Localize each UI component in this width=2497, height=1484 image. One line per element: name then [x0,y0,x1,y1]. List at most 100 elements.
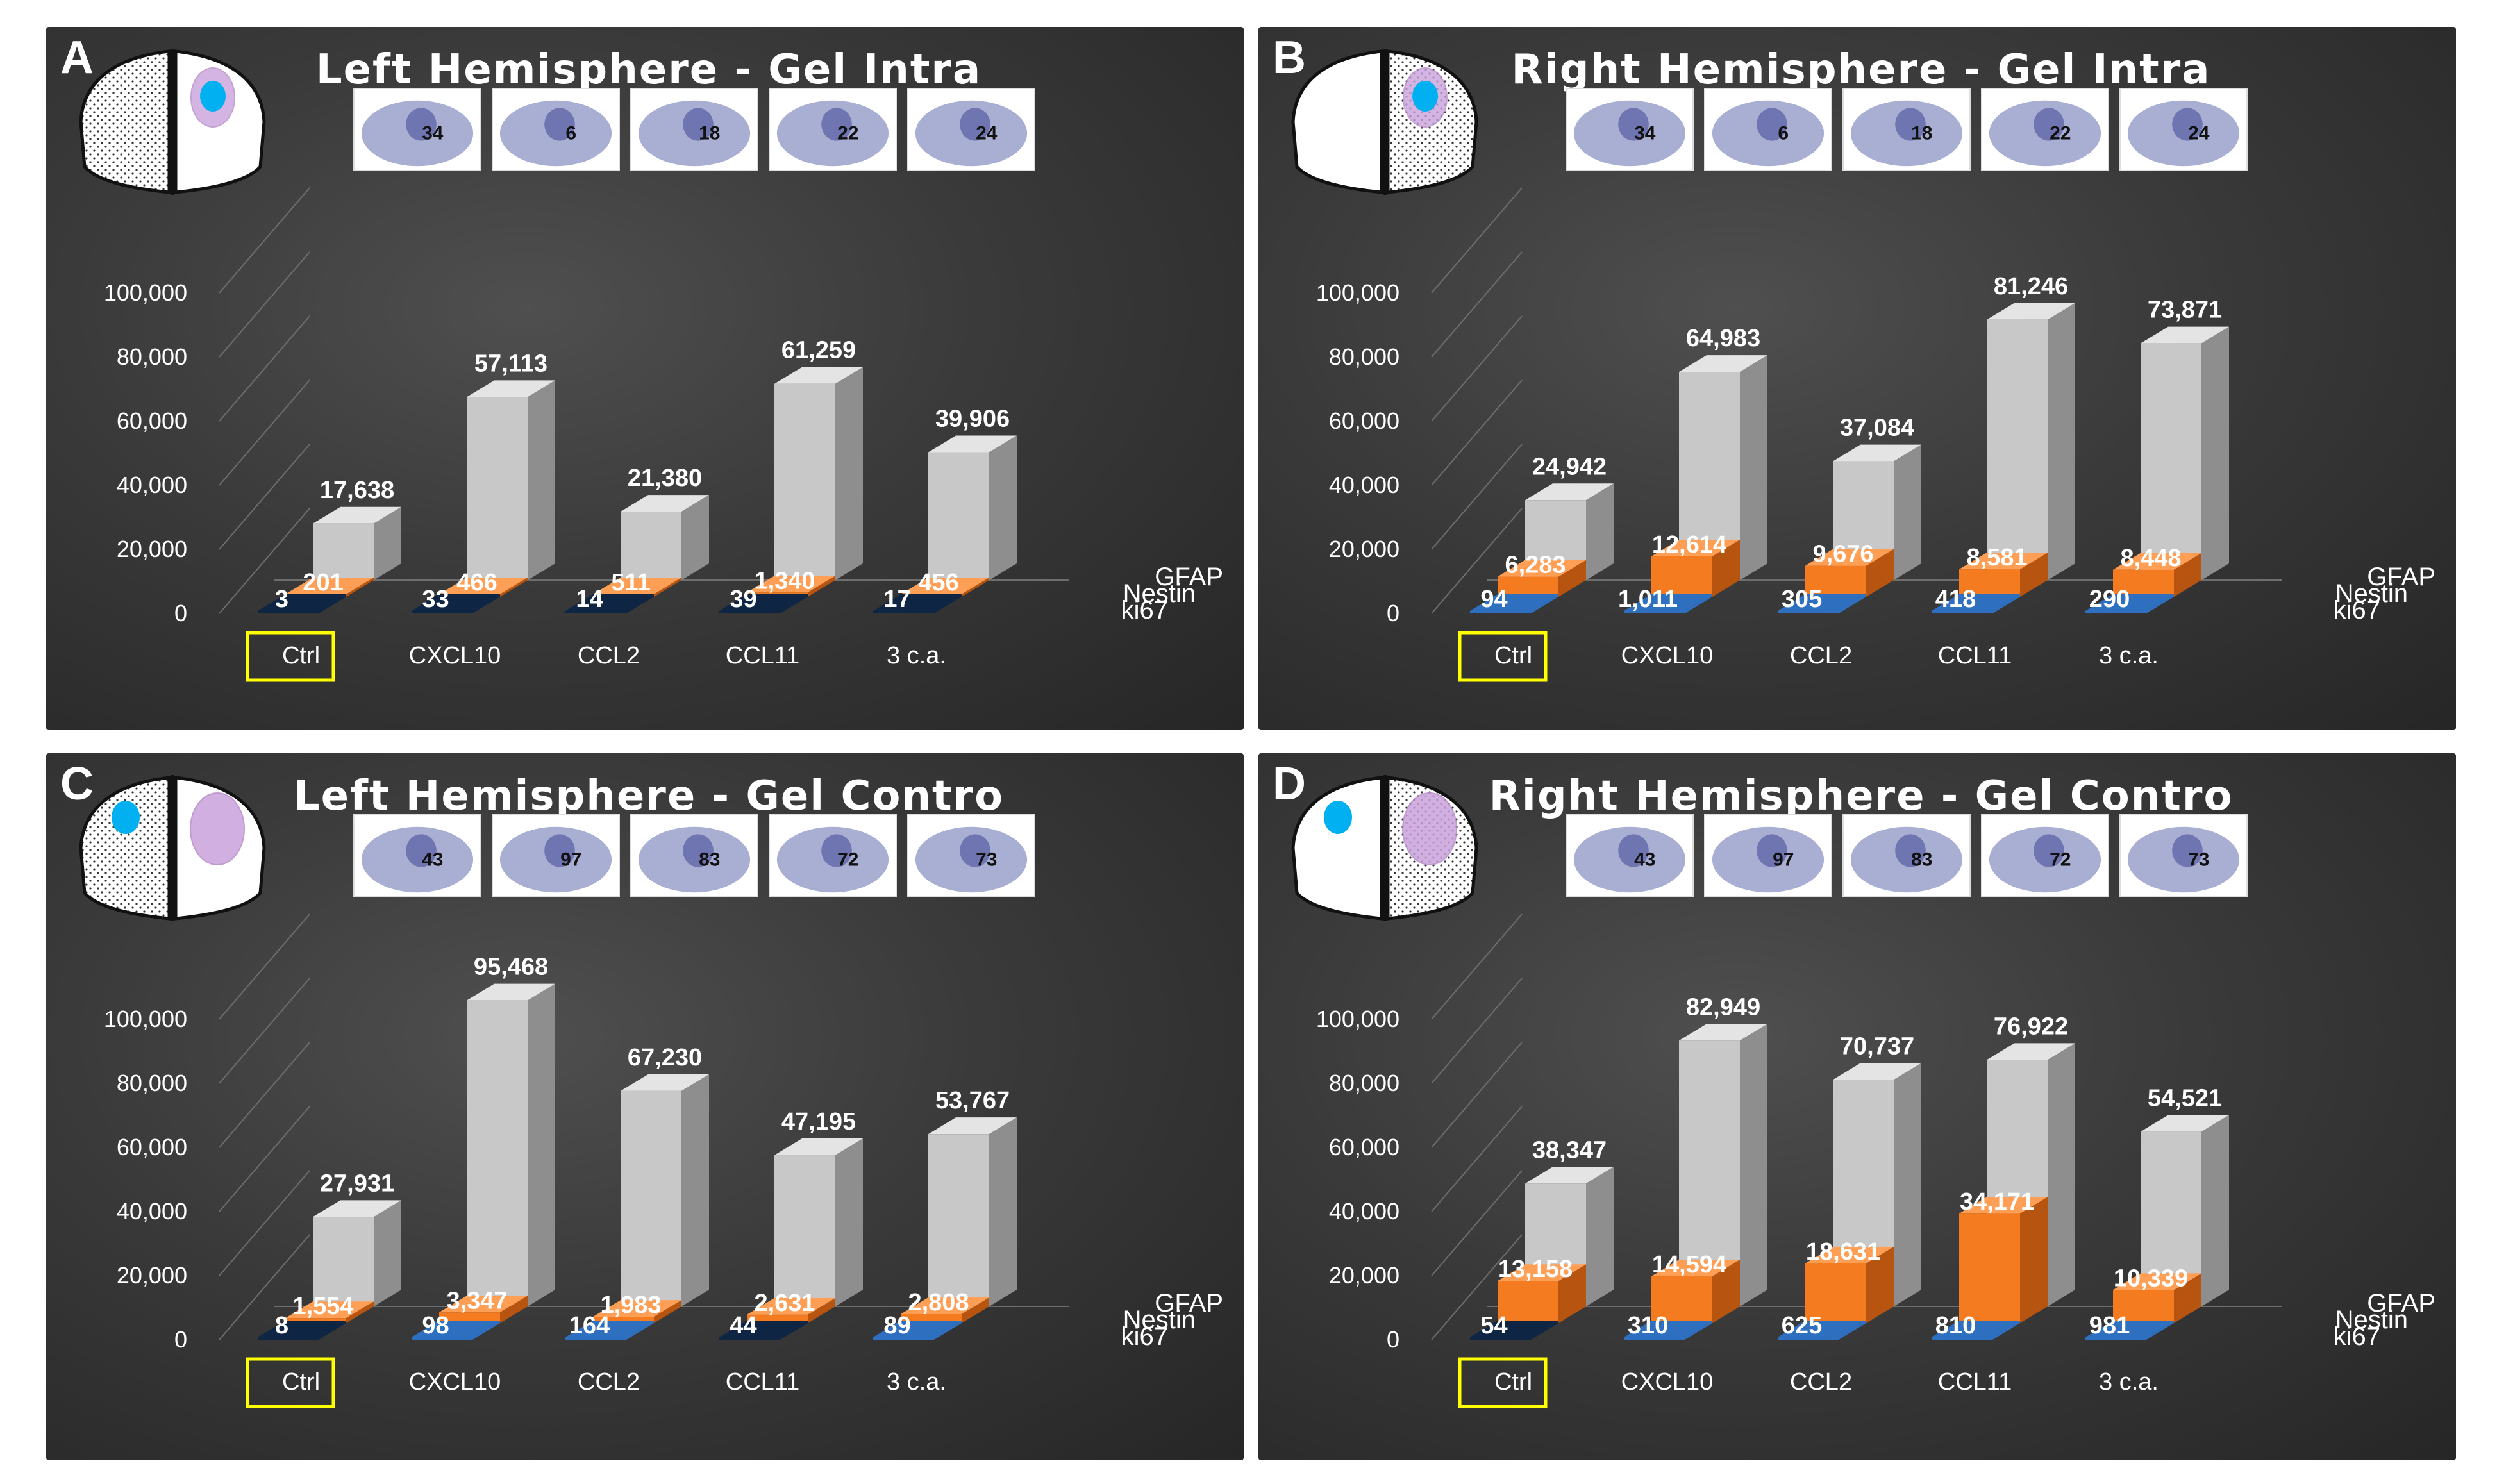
gfap-bar-side [1586,1167,1614,1306]
ki67-bar-front [1624,611,1685,613]
ki67-bar-side [2146,1321,2174,1340]
ki67-bar-front [258,611,319,613]
ki67-bar-side [780,594,808,613]
nestin-bar-front [2113,1290,2174,1323]
nestin-bar-side [1558,1264,1586,1323]
panel-d: 0 20,000 40,000 60,000 80,000 100,000 Right He… [1258,753,2456,1460]
section-lesion [683,108,714,141]
nestin-bar-side [1558,560,1586,597]
x-category-label: 3 c.a. [887,1369,946,1396]
ki67-bar-front [873,611,934,613]
y-tick-label: 20,000 [1329,1262,1399,1288]
gfap-bar-top [1525,1167,1614,1184]
ki67-bar [1778,594,1866,613]
thumbnail-number: 24 [2188,122,2210,144]
chart-title: Left Hemisphere - Gel Intra [316,46,981,94]
section-lesion [960,834,990,867]
x-category-label: CXCL10 [1621,642,1714,669]
ki67-bar-front [719,611,780,613]
gfap-data-label: 39,906 [935,405,1010,432]
series-label-gfap: GFAP [1155,1289,1223,1317]
nestin-bar-top [1498,1264,1586,1281]
nestin-data-label: 1,554 [292,1293,353,1320]
ki67-bar [873,594,962,613]
nestin-bar-side [1712,1260,1740,1323]
wall-gridline [219,508,310,614]
nestin-bar-side [2020,553,2048,597]
wall-gridline [219,978,310,1084]
series-label-gfap: GFAP [1155,563,1223,591]
nestin-bar [439,1296,528,1323]
ki67-data-label: 418 [1935,586,1976,613]
wall-gridline [1431,978,1523,1084]
gfap-data-label: 37,084 [1840,415,1914,442]
brain-schematic [79,775,266,921]
nestin-bar-side [346,578,374,597]
gfap-bar-side [1740,1024,1767,1306]
nestin-bar-front [1805,1263,1866,1323]
gfap-bar-front [621,512,681,580]
injection-dot [112,801,140,834]
ki67-bar [258,1321,346,1340]
wall-gridline [219,1042,310,1148]
nestin-bar [1805,549,1894,597]
nestin-bar-side [500,1296,528,1323]
nestin-bar-top [285,1301,374,1319]
ctrl-highlight-box [1458,1357,1548,1408]
y-tick-label: 100,000 [1316,279,1399,306]
nestin-data-label: 9,676 [1812,541,1873,568]
wall-gridline [219,315,310,422]
ki67-bar-side [472,1321,500,1340]
ki67-bar-front [1932,1337,1992,1340]
nestin-bar-front [1498,576,1558,597]
ki67-bar-front [258,1337,319,1340]
ki67-bar-top [1932,594,2020,611]
series-label-nestin: Nestin [2335,1306,2408,1334]
nestin-bar-side [2174,553,2201,597]
gfap-bar-front [774,1155,835,1306]
nestin-bar-front [1959,569,2020,597]
gfap-bar-side [1586,483,1614,580]
nestin-bar-front [1651,556,1712,597]
gfap-bar-top [774,367,863,384]
gfap-bar-top [1525,483,1614,501]
gel-blob [1402,792,1457,865]
gfap-bar-front [2141,343,2201,580]
brain-section-thumbnail: 6 [1704,88,1832,171]
nestin-bar-side [1712,539,1740,597]
x-category-label: Ctrl [1494,642,1532,669]
wall-gridline [1431,379,1523,486]
x-category-label: Ctrl [282,642,320,669]
ki67-bar-front [1778,611,1839,613]
gfap-bar-front [621,1090,681,1306]
section-lesion [683,834,714,867]
gfap-bar-front [1987,319,2048,580]
brain-left-hemisphere [79,49,171,194]
section-lesion [821,834,852,867]
ki67-bar [873,1321,962,1340]
ki67-bar-front [412,1337,472,1340]
gfap-bar-top [2141,1115,2229,1132]
ki67-bar-side [1839,1321,1866,1340]
brain-section-thumbnail: 24 [907,88,1035,171]
nestin-bar-top [2113,553,2201,570]
ki67-bar-top [719,594,808,611]
gfap-bar-top [928,435,1017,453]
ki67-bar-front [1624,1337,1685,1340]
gfap-bar [467,983,555,1306]
gfap-bar-side [1894,1063,1921,1306]
brain-section-thumbnail: 43 [353,814,481,897]
ki67-bar [1624,1321,1712,1340]
brain-section-thumbnail: 34 [353,88,481,171]
ki67-bar-side [1839,594,1866,613]
ki67-bar-front [2085,611,2146,613]
nestin-data-label: 1,340 [754,567,815,594]
injection-dot [1412,81,1438,112]
ctrl-highlight-box [246,1357,335,1408]
gfap-bar [467,380,555,580]
ki67-bar-front [1932,611,1992,613]
gfap-data-label: 27,931 [320,1170,394,1197]
ki67-data-label: 44 [730,1312,756,1339]
series-label-gfap: GFAP [2367,563,2435,591]
gfap-data-label: 81,246 [1994,273,2068,300]
